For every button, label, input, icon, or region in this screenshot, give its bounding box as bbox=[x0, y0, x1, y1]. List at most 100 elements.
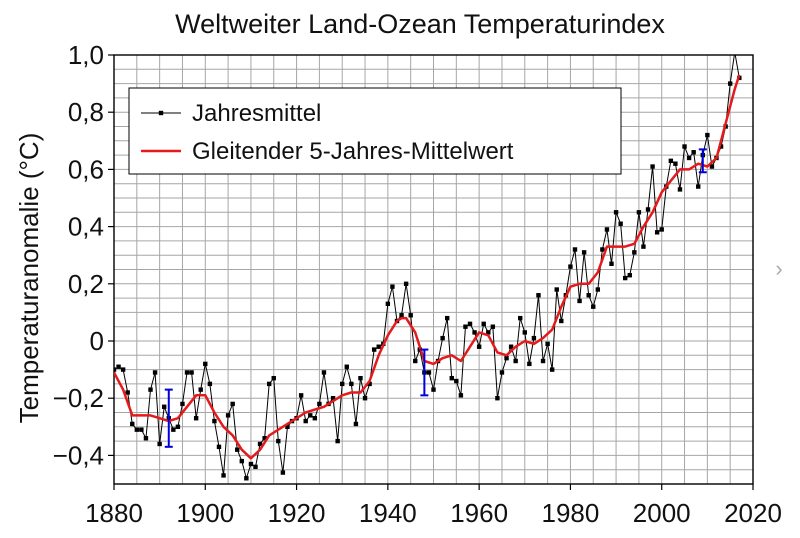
next-arrow-icon[interactable]: › bbox=[775, 256, 782, 281]
error-bar bbox=[164, 388, 173, 448]
annual-point bbox=[216, 444, 222, 450]
annual-point bbox=[225, 413, 231, 418]
y-tick-label: 0,6 bbox=[68, 154, 104, 184]
annual-point bbox=[673, 161, 678, 166]
annual-point bbox=[650, 164, 655, 169]
annual-point bbox=[490, 324, 496, 329]
annual-point bbox=[645, 207, 651, 212]
annual-segment bbox=[583, 252, 590, 296]
annual-segment bbox=[145, 389, 152, 439]
annual-point bbox=[481, 321, 486, 327]
annual-segment bbox=[537, 295, 544, 362]
annual-segment bbox=[355, 378, 361, 424]
annual-point bbox=[467, 321, 473, 327]
axes: 1880 1900 1920 1940 1960 1980 2000 2020 1,0 0,8 0,… bbox=[53, 40, 782, 528]
annual-point bbox=[654, 230, 660, 235]
annual-segment bbox=[364, 383, 371, 399]
annual-segment bbox=[579, 252, 585, 302]
annual-segment bbox=[446, 318, 453, 379]
annual-segment bbox=[159, 406, 165, 445]
annual-point bbox=[486, 330, 491, 335]
annual-segment bbox=[405, 283, 412, 316]
annual-point bbox=[376, 344, 381, 349]
annual-point bbox=[444, 315, 450, 321]
annual-segment bbox=[633, 212, 640, 253]
annual-point bbox=[568, 264, 573, 269]
annual-point bbox=[609, 261, 614, 266]
annual-point bbox=[623, 275, 628, 281]
annual-segment bbox=[209, 383, 215, 422]
annual-point bbox=[193, 416, 199, 421]
annual-point bbox=[577, 298, 582, 304]
annual-point bbox=[114, 367, 117, 372]
x-tick-label: 2000 bbox=[633, 498, 691, 528]
annual-segment bbox=[542, 343, 549, 362]
annual-point bbox=[440, 335, 445, 341]
annual-segment bbox=[314, 403, 320, 419]
annual-segment bbox=[350, 383, 357, 424]
annual-point bbox=[175, 424, 181, 429]
annual-point bbox=[139, 427, 144, 432]
annual-point bbox=[152, 370, 158, 375]
annual-point bbox=[340, 381, 345, 387]
annual-point bbox=[636, 210, 642, 215]
annual-point bbox=[143, 436, 149, 441]
annual-segment bbox=[191, 372, 197, 419]
annual-segment bbox=[204, 363, 211, 385]
y-tick-label: −0,4 bbox=[53, 440, 104, 470]
annual-point bbox=[586, 293, 591, 298]
annual-segment bbox=[533, 295, 539, 339]
annual-point bbox=[130, 421, 135, 427]
annual-segment bbox=[474, 332, 480, 347]
annual-point bbox=[403, 281, 409, 286]
y-axis-label: Temperaturanomalie (°C) bbox=[14, 133, 44, 424]
annual-point bbox=[508, 344, 514, 349]
annual-point bbox=[408, 313, 413, 318]
annual-segment bbox=[195, 389, 202, 419]
plot-frame bbox=[113, 54, 754, 485]
annual-point bbox=[499, 370, 505, 375]
annual-point bbox=[554, 287, 559, 292]
annual-segment bbox=[433, 360, 439, 390]
annual-point bbox=[312, 416, 318, 421]
annual-point bbox=[239, 458, 244, 464]
x-tick-label: 1900 bbox=[176, 498, 234, 528]
annual-point bbox=[449, 375, 454, 381]
annual-point bbox=[540, 358, 546, 364]
x-tick-label: 1920 bbox=[268, 498, 326, 528]
annual-point bbox=[189, 370, 194, 375]
annual-point bbox=[230, 401, 235, 407]
annual-point bbox=[591, 304, 596, 309]
annual-segment bbox=[323, 372, 330, 404]
annual-point bbox=[298, 393, 304, 398]
annual-segment bbox=[574, 249, 581, 302]
annual-segment bbox=[455, 380, 462, 396]
annual-point bbox=[549, 367, 555, 372]
annual-point bbox=[171, 427, 176, 432]
annual-segment bbox=[387, 286, 393, 304]
annual-segment bbox=[674, 163, 681, 190]
annual-point bbox=[125, 390, 130, 395]
annual-segment bbox=[492, 326, 498, 399]
annual-point bbox=[303, 418, 308, 424]
annual-segment bbox=[652, 166, 658, 233]
annual-point bbox=[184, 370, 190, 375]
annual-segment bbox=[496, 372, 503, 399]
annual-segment bbox=[661, 186, 667, 230]
annual-segment bbox=[337, 383, 343, 442]
annual-segment bbox=[277, 441, 284, 473]
annual-point bbox=[686, 155, 692, 161]
annual-segment bbox=[264, 383, 270, 439]
annual-point bbox=[627, 273, 632, 278]
y-tick-label: 0,4 bbox=[68, 212, 104, 242]
annual-point bbox=[358, 375, 363, 381]
annual-segment bbox=[300, 395, 307, 422]
annual-point bbox=[641, 244, 646, 249]
annual-point bbox=[733, 50, 737, 54]
annual-segment bbox=[729, 55, 735, 84]
annual-point bbox=[559, 318, 564, 324]
annual-point bbox=[513, 358, 518, 364]
annual-point bbox=[659, 227, 664, 232]
annual-point bbox=[262, 436, 267, 441]
